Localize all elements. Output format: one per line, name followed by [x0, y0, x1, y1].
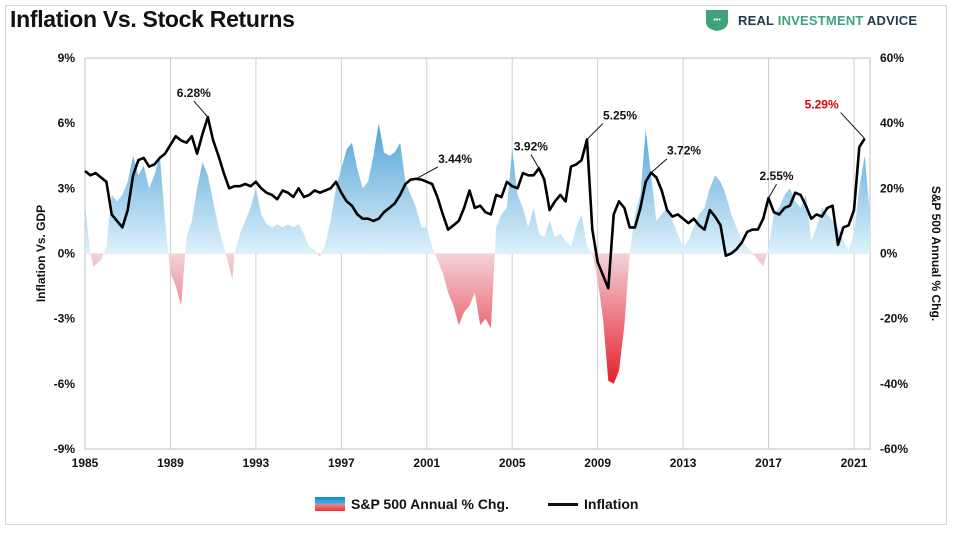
- x-tick-label: 2009: [584, 456, 611, 470]
- svg-text:•••: •••: [713, 17, 721, 24]
- annotation-leader: [530, 154, 540, 169]
- annotation-leader: [415, 166, 439, 180]
- left-tick-label: 6%: [58, 116, 76, 130]
- inflation-line: [84, 115, 866, 290]
- x-tick-label: 2013: [670, 456, 697, 470]
- x-tick-label: 2021: [841, 456, 868, 470]
- annotation-leader: [193, 100, 209, 118]
- legend-swatch-line: [548, 502, 578, 506]
- x-tick-label: 2017: [755, 456, 782, 470]
- annotation-leader: [586, 123, 604, 140]
- right-tick-label: -20%: [880, 312, 908, 326]
- annotation-label: 6.28%: [177, 86, 211, 100]
- annotation-leader: [650, 158, 668, 174]
- right-tick-label: 0%: [880, 247, 898, 261]
- annotation-label: 5.29%: [805, 98, 839, 112]
- chart-title: Inflation Vs. Stock Returns: [10, 6, 295, 32]
- left-tick-label: 9%: [58, 51, 76, 65]
- sp500-area-positive: [85, 123, 870, 254]
- left-axis-label: Inflation Vs. GDP: [34, 205, 48, 302]
- annotation-label: 3.92%: [514, 139, 548, 153]
- brand-name: REAL INVESTMENT ADVICE: [738, 13, 917, 28]
- brand-logo: ••• REAL INVESTMENT ADVICE: [704, 8, 944, 34]
- x-tick-label: 1989: [157, 456, 184, 470]
- annotation-label: 3.72%: [667, 144, 701, 158]
- left-tick-label: -6%: [54, 377, 76, 391]
- x-tick-label: 1993: [243, 456, 270, 470]
- left-tick-label: -9%: [54, 442, 76, 456]
- annotation-label: 5.25%: [603, 108, 637, 122]
- left-tick-label: 0%: [58, 247, 76, 261]
- shield-logo-icon: •••: [706, 10, 728, 31]
- chart-frame: [5, 5, 947, 525]
- chart-legend: S&P 500 Annual % Chg. Inflation: [0, 496, 954, 516]
- brand-word-real: REAL: [738, 13, 778, 28]
- brand-word-advice: ADVICE: [863, 13, 918, 28]
- right-tick-label: -40%: [880, 377, 908, 391]
- right-tick-label: 40%: [880, 116, 904, 130]
- right-tick-label: -60%: [880, 442, 908, 456]
- right-tick-label: 20%: [880, 181, 904, 195]
- legend-item-sp500: S&P 500 Annual % Chg.: [315, 496, 509, 512]
- left-tick-label: -3%: [54, 312, 76, 326]
- x-tick-label: 2005: [499, 456, 526, 470]
- annotation-leader: [840, 112, 866, 139]
- left-tick-label: 3%: [58, 181, 76, 195]
- legend-swatch-area: [315, 497, 345, 511]
- brand-word-investment: INVESTMENT: [777, 13, 864, 28]
- annotation-leader: [768, 183, 777, 199]
- right-tick-label: 60%: [880, 51, 904, 65]
- right-axis-label: S&P 500 Annual % Chg.: [929, 186, 943, 321]
- x-tick-label: 1997: [328, 456, 355, 470]
- sp500-area-negative: [85, 253, 870, 384]
- legend-label-sp500: S&P 500 Annual % Chg.: [351, 496, 509, 512]
- x-tick-label: 2001: [413, 456, 440, 470]
- legend-label-inflation: Inflation: [584, 496, 639, 512]
- annotation-label: 3.44%: [438, 152, 472, 166]
- annotation-label: 2.55%: [760, 169, 794, 183]
- legend-item-inflation: Inflation: [548, 496, 638, 512]
- x-tick-label: 1985: [72, 456, 99, 470]
